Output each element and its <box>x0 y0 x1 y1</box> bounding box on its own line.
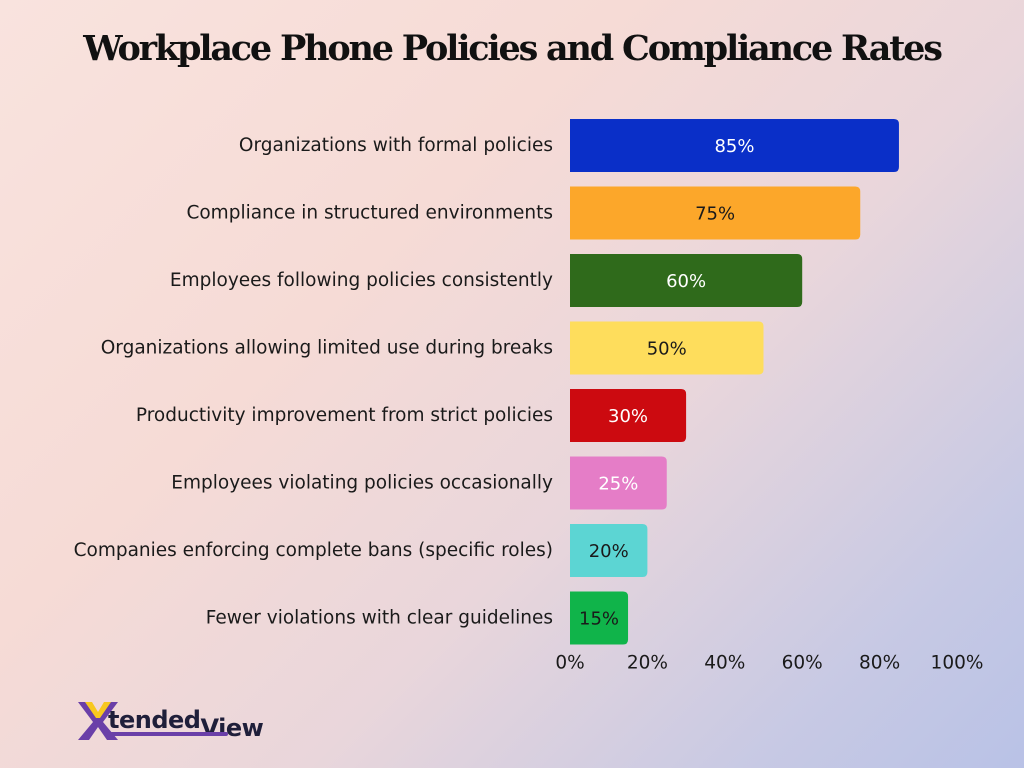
data-label: 20% <box>589 541 629 562</box>
category-label: Compliance in structured environments <box>186 203 553 224</box>
bar <box>570 321 764 375</box>
x-axis-ticks: 0% 20% 40% 60% 80% 100% <box>555 653 983 674</box>
data-label: 75% <box>695 204 735 225</box>
x-tick-label: 60% <box>782 653 823 674</box>
category-label: Employees violating policies occasionall… <box>171 473 553 494</box>
chart-title: Workplace Phone Policies and Compliance … <box>83 28 943 69</box>
category-label: Organizations allowing limited use durin… <box>101 338 553 359</box>
data-label: 30% <box>608 406 648 427</box>
category-label: Companies enforcing complete bans (speci… <box>74 540 553 561</box>
x-tick-label: 80% <box>859 653 900 674</box>
category-label: Fewer violations with clear guidelines <box>206 608 553 629</box>
data-label: 60% <box>666 271 706 292</box>
data-label: 15% <box>579 609 619 630</box>
logo-text-tended: tended <box>108 706 201 734</box>
x-tick-label: 0% <box>555 653 584 674</box>
x-tick-label: 20% <box>627 653 668 674</box>
bar <box>570 119 899 172</box>
data-label: 25% <box>598 474 638 495</box>
bar <box>570 591 629 645</box>
bar <box>570 254 803 307</box>
data-label: 85% <box>714 136 754 157</box>
x-tick-label: 40% <box>704 653 745 674</box>
logo-underline <box>110 732 228 736</box>
x-logo-icon <box>78 702 118 740</box>
bar <box>570 186 861 240</box>
xtendedview-logo: tendedView <box>76 698 276 748</box>
bar <box>570 524 648 577</box>
category-label: Organizations with formal policies <box>239 135 553 156</box>
bars-layer: Organizations with formal policies 85% Com… <box>74 119 899 645</box>
data-label: 50% <box>647 339 687 360</box>
bar <box>570 456 667 510</box>
category-label: Productivity improvement from strict pol… <box>136 405 553 426</box>
bar <box>570 389 687 442</box>
x-tick-label: 100% <box>931 653 984 674</box>
logo-text-view: View <box>200 714 264 742</box>
logo-wordmark: tendedView <box>108 706 264 742</box>
category-label: Employees following policies consistentl… <box>170 270 553 291</box>
